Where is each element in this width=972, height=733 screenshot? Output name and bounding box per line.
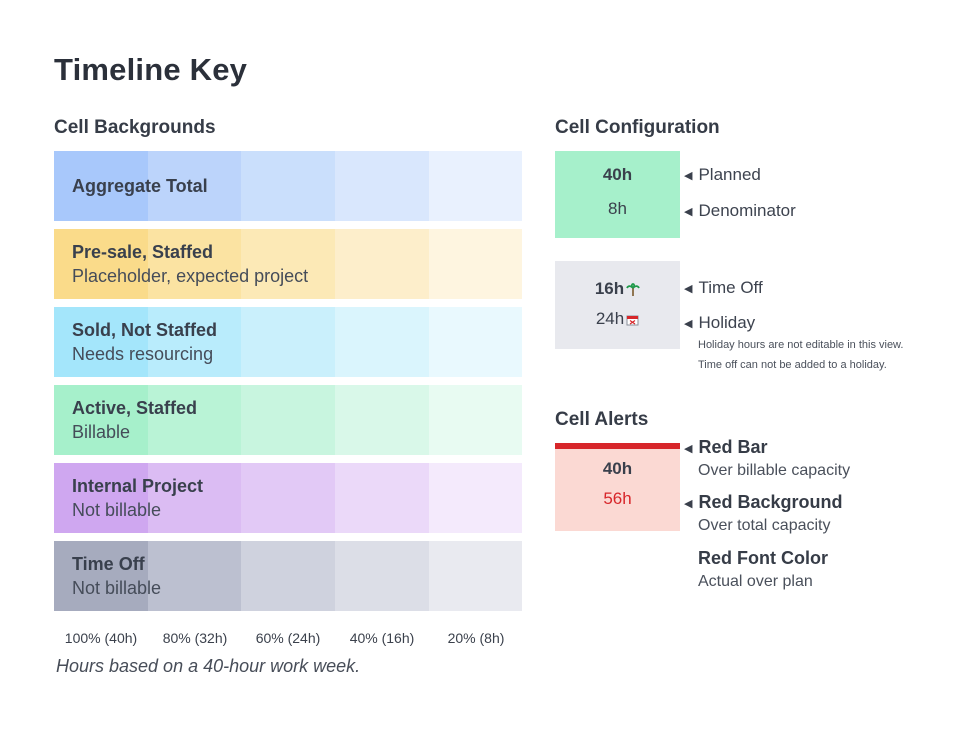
background-row: Pre-sale, Staffed Placeholder, expected p… — [54, 229, 522, 299]
row-text: Active, Staffed Billable — [72, 385, 197, 455]
row-title: Pre-sale, Staffed — [72, 242, 214, 262]
pct-label: 80% (32h) — [162, 630, 228, 646]
background-swatch — [429, 151, 522, 221]
row-title: Aggregate Total — [72, 176, 208, 196]
row-title: Time Off — [72, 554, 145, 574]
pct-label: 20% (8h) — [447, 630, 505, 646]
page-title: Timeline Key — [54, 52, 248, 87]
row-text: Sold, Not Staffed Needs resourcing — [72, 307, 217, 377]
background-rows: Aggregate Total Pre-sale, Staffed Placehol… — [54, 151, 522, 619]
row-subtitle: Billable — [72, 422, 131, 442]
background-swatch — [54, 385, 148, 455]
background-row: Internal Project Not billable — [54, 463, 522, 533]
alert-cell: 40h 56h — [555, 443, 680, 531]
row-subtitle: Placeholder, expected project — [72, 266, 309, 286]
row-subtitle: Not billable — [72, 500, 162, 520]
pct-label: 100% (40h) — [64, 630, 138, 646]
background-swatch — [54, 229, 148, 299]
hours-note: Hours based on a 40-hour work week. — [56, 656, 361, 676]
background-row: Aggregate Total — [54, 151, 522, 221]
arrow-left-icon: ◀ — [684, 443, 693, 455]
row-text: Pre-sale, Staffed Placeholder, expected p… — [72, 229, 308, 299]
background-swatch — [148, 541, 241, 611]
row-title: Sold, Not Staffed — [72, 320, 217, 340]
denominator-label: ◀ Denominator — [684, 201, 796, 220]
background-swatch — [241, 385, 335, 455]
background-swatch — [335, 385, 429, 455]
planned-value: 40h — [602, 165, 633, 184]
background-swatch — [335, 229, 429, 299]
background-swatch — [335, 307, 429, 377]
alert-value-top: 40h — [602, 459, 633, 478]
background-row: Time Off Not billable — [54, 541, 522, 611]
row-text: Internal Project Not billable — [72, 463, 203, 533]
background-swatch — [429, 385, 522, 455]
background-swatch — [148, 463, 241, 533]
background-swatch — [429, 541, 522, 611]
background-swatch — [54, 541, 148, 611]
arrow-left-icon: ◀ — [684, 318, 693, 330]
red-font-label: Red Font Color — [698, 548, 828, 568]
row-subtitle: Not billable — [72, 578, 162, 598]
background-swatch — [241, 307, 335, 377]
arrow-left-icon: ◀ — [684, 170, 693, 182]
timeoff-label: ◀ Time Off — [684, 278, 763, 297]
cell-backgrounds-heading: Cell Backgrounds — [54, 117, 216, 138]
background-swatch — [429, 307, 522, 377]
background-swatch — [54, 151, 148, 221]
background-swatch — [54, 307, 148, 377]
background-swatch — [335, 541, 429, 611]
red-bar-desc: Over billable capacity — [698, 462, 851, 479]
row-text: Aggregate Total — [72, 151, 208, 221]
holiday-value: 24h — [555, 309, 680, 329]
background-swatch — [429, 463, 522, 533]
holiday-note: Holiday hours are not editable in this v… — [698, 339, 904, 351]
arrow-left-icon: ◀ — [684, 206, 693, 218]
background-swatch — [241, 151, 335, 221]
palm-tree-icon — [626, 282, 640, 296]
planned-label: ◀ Planned — [684, 165, 761, 184]
red-bar — [555, 443, 680, 449]
calendar-icon — [626, 315, 639, 326]
background-swatch — [54, 463, 148, 533]
timeoff-value: 16h — [555, 279, 680, 299]
config-cell-timeoff: 16h 24h — [555, 261, 680, 349]
cell-configuration-heading: Cell Configuration — [555, 117, 720, 138]
holiday-label: ◀ Holiday — [684, 313, 756, 332]
background-swatch — [241, 229, 335, 299]
row-subtitle: Needs resourcing — [72, 344, 214, 364]
background-swatch — [148, 151, 241, 221]
arrow-left-icon: ◀ — [684, 498, 693, 510]
red-background-desc: Over total capacity — [698, 517, 831, 534]
red-bar-label: ◀ Red Bar — [684, 437, 768, 457]
background-swatch — [148, 229, 241, 299]
background-row: Active, Staffed Billable — [54, 385, 522, 455]
background-swatch — [241, 463, 335, 533]
row-title: Internal Project — [72, 476, 204, 496]
arrow-left-icon: ◀ — [684, 283, 693, 295]
timeoff-note: Time off can not be added to a holiday. — [698, 359, 887, 371]
background-swatch — [148, 307, 241, 377]
background-row: Sold, Not Staffed Needs resourcing — [54, 307, 522, 377]
pct-label: 60% (24h) — [255, 630, 321, 646]
row-title: Active, Staffed — [72, 398, 198, 418]
config-cell-planned: 40h 8h — [555, 151, 680, 238]
denominator-value: 8h — [608, 199, 627, 218]
background-swatch — [148, 385, 241, 455]
red-background-label: ◀ Red Background — [684, 492, 843, 512]
background-swatch — [241, 541, 335, 611]
red-font-desc: Actual over plan — [698, 573, 813, 590]
alert-value-bottom: 56h — [603, 489, 632, 508]
background-swatch — [429, 229, 522, 299]
background-swatch — [335, 151, 429, 221]
row-text: Time Off Not billable — [72, 541, 161, 611]
cell-alerts-heading: Cell Alerts — [555, 409, 649, 430]
background-swatch — [335, 463, 429, 533]
pct-label: 40% (16h) — [349, 630, 415, 646]
